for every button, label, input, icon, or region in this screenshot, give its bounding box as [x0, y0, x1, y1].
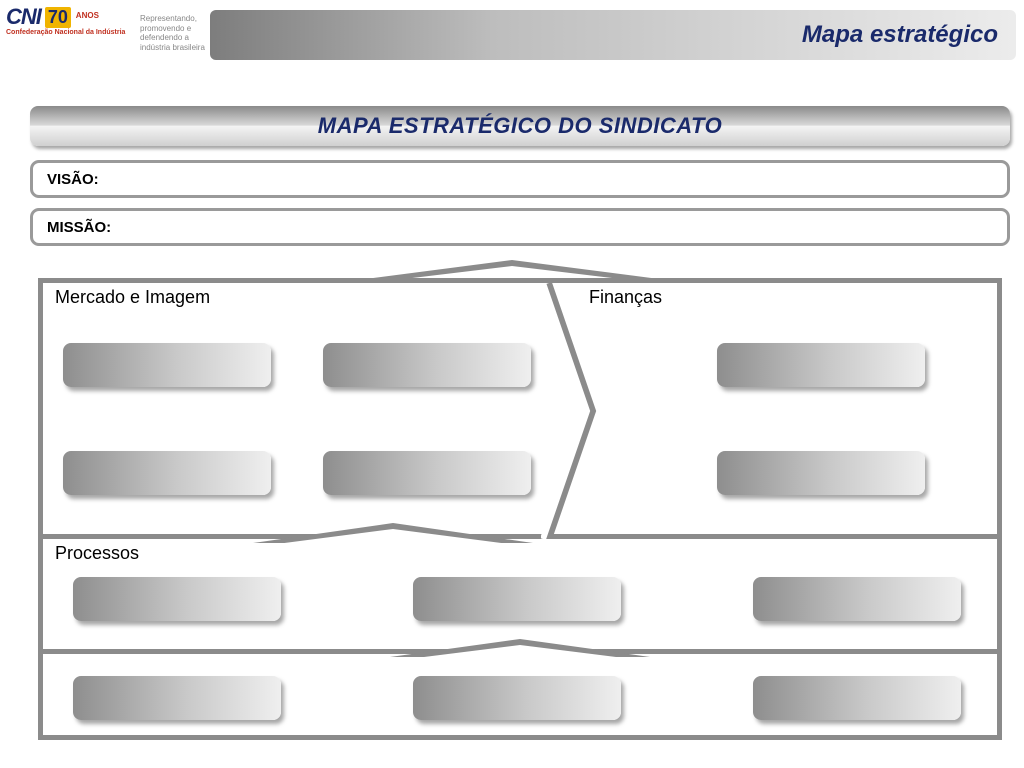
- map-main-title: MAPA ESTRATÉGICO DO SINDICATO: [30, 106, 1010, 146]
- map-main-title-text: MAPA ESTRATÉGICO DO SINDICATO: [318, 113, 722, 139]
- perspective-row-top: Mercado e Imagem Finanças: [43, 283, 997, 539]
- objective-box: [413, 577, 621, 621]
- objective-box: [323, 343, 531, 387]
- objective-box: [753, 676, 961, 720]
- perspective-bottom: [43, 654, 997, 735]
- strategy-map: Mercado e Imagem Finanças Processos: [38, 278, 1002, 740]
- perspective-processos: Processos: [43, 539, 997, 654]
- anniversary-number: 70: [48, 7, 68, 27]
- mission-field: MISSÃO:: [30, 208, 1010, 246]
- header: CNI 70 ANOS Confederação Nacional da Ind…: [0, 0, 1024, 66]
- page-title: Mapa estratégico: [802, 21, 998, 49]
- anniversary-years: ANOS: [76, 11, 99, 20]
- logo-block: CNI 70 ANOS Confederação Nacional da Ind…: [6, 6, 206, 62]
- page-title-bar: Mapa estratégico: [210, 10, 1016, 60]
- perspective-financas: Finanças: [577, 283, 997, 534]
- mission-label: MISSÃO:: [47, 219, 111, 236]
- objective-box: [73, 676, 281, 720]
- objective-box: [413, 676, 621, 720]
- anniversary-badge: 70 ANOS: [45, 7, 71, 28]
- vision-field: VISÃO:: [30, 160, 1010, 198]
- vision-label: VISÃO:: [47, 171, 99, 188]
- objective-box: [63, 343, 271, 387]
- logo-tagline: Representando, promovendo e defendendo a…: [140, 14, 220, 52]
- objective-box: [753, 577, 961, 621]
- perspective-mercado: Mercado e Imagem: [43, 283, 563, 534]
- perspective-mercado-title: Mercado e Imagem: [55, 287, 563, 308]
- objective-box: [717, 343, 925, 387]
- objective-box: [63, 451, 271, 495]
- logo-text: CNI: [6, 6, 41, 28]
- objective-box: [717, 451, 925, 495]
- perspective-processos-title: Processos: [55, 543, 997, 564]
- objective-box: [323, 451, 531, 495]
- objective-box: [73, 577, 281, 621]
- perspective-financas-title: Finanças: [589, 287, 997, 308]
